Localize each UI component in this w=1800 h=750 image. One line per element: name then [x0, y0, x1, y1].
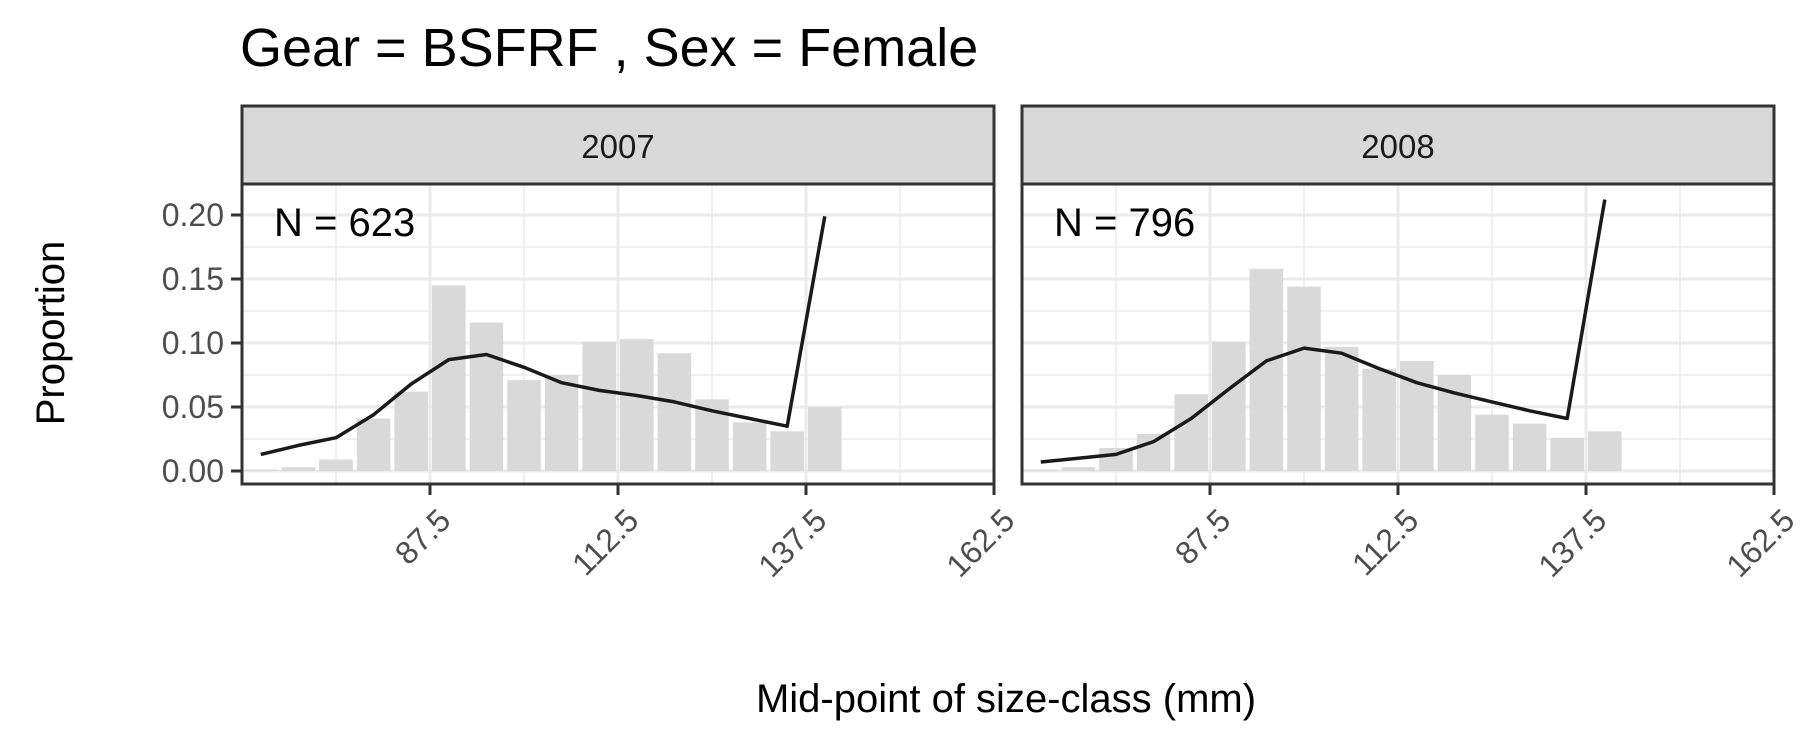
n-label: N = 796: [1054, 201, 1195, 245]
bar: [469, 322, 504, 471]
bar: [1588, 431, 1622, 471]
bar: [808, 407, 842, 471]
bar: [507, 380, 541, 471]
expected-line: [260, 215, 827, 457]
n-label: N = 623: [274, 201, 415, 245]
expected-line: [1040, 199, 1607, 464]
bar: [1362, 368, 1396, 471]
bar: [1512, 423, 1547, 471]
y-axis-title: Proportion: [29, 241, 73, 426]
bar: [244, 469, 278, 471]
chart-title: Gear = BSFRF , Sex = Female: [240, 18, 978, 78]
bar: [1061, 467, 1096, 471]
bar: [732, 422, 767, 471]
bar: [394, 391, 428, 471]
bar: [1550, 437, 1584, 471]
bar: [319, 459, 353, 471]
panel-1: N = 796 2008 87.5 112.5 137.5 162.5: [1020, 104, 1800, 584]
bar: [1212, 341, 1246, 471]
x-axis-title: Mid-point of size-class (mm): [756, 677, 1256, 721]
y-tick-label: 0.15: [162, 261, 224, 297]
bar: [1024, 469, 1058, 471]
y-tick-label: 0.00: [162, 453, 224, 489]
x-tick-label: 137.5: [1531, 502, 1613, 584]
x-tick-label: 162.5: [1719, 502, 1800, 584]
bar: [1174, 394, 1208, 471]
strip-label: 2008: [1361, 128, 1434, 165]
bar: [432, 285, 466, 471]
y-tick-label: 0.20: [162, 197, 224, 233]
bar: [1287, 286, 1321, 471]
panel-0: N = 623 2007 87.5 112.5 137.5 162.5 0.00 0.05 0.…: [162, 104, 1021, 584]
bar: [770, 431, 804, 471]
bar: [281, 467, 316, 471]
strip-label: 2007: [581, 128, 654, 165]
bar: [582, 341, 616, 471]
bar: [1136, 433, 1171, 471]
bar: [544, 375, 579, 471]
x-tick-label: 162.5: [939, 502, 1021, 584]
bar: [620, 339, 654, 471]
x-tick-label: 137.5: [751, 502, 833, 584]
x-tick-label: 87.5: [1168, 502, 1237, 571]
bar: [1475, 414, 1509, 471]
strip-background: [240, 104, 996, 186]
bar: [356, 418, 391, 471]
panels: N = 623 2007 87.5 112.5 137.5 162.5 0.00 0.05 0.…: [162, 104, 1800, 584]
x-tick-label: 112.5: [1345, 502, 1425, 582]
x-tick-label: 112.5: [565, 502, 645, 582]
bar: [1324, 346, 1359, 471]
y-tick-label: 0.10: [162, 325, 224, 361]
y-tick-label: 0.05: [162, 389, 224, 425]
x-tick-label: 87.5: [388, 502, 457, 571]
strip-background: [1020, 104, 1776, 186]
bar: [657, 353, 692, 471]
